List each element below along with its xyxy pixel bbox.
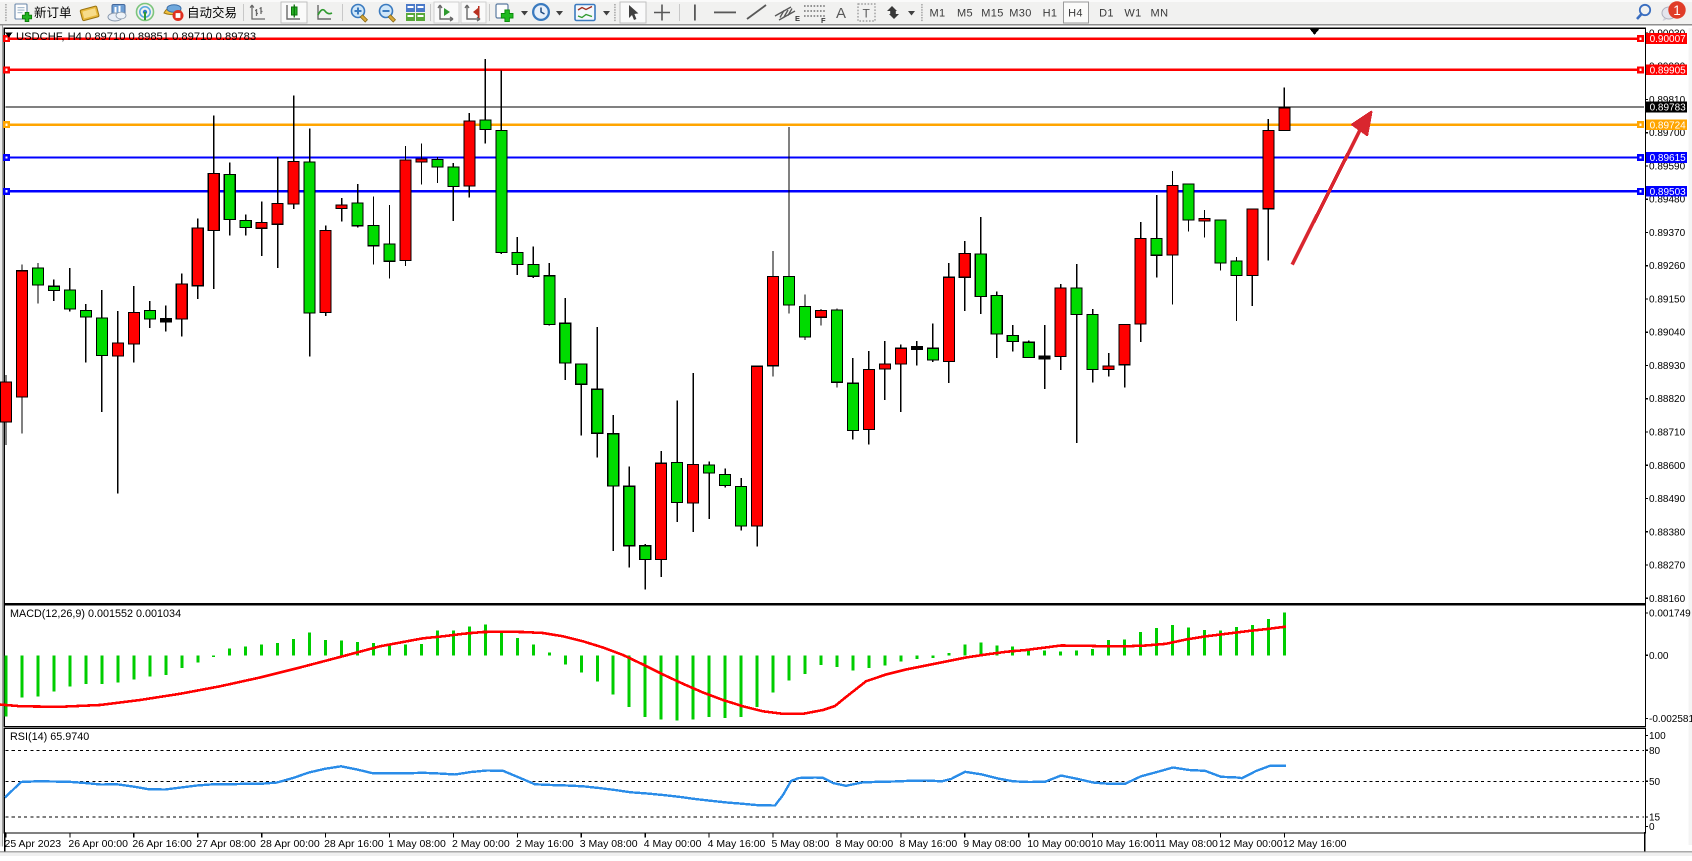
svg-text:12 May 00:00: 12 May 00:00 [1219,838,1283,850]
svg-text:MN: MN [1151,8,1169,20]
svg-text:H4: H4 [1068,8,1083,20]
svg-text:1 May 08:00: 1 May 08:00 [388,838,446,850]
svg-text:M30: M30 [1009,8,1032,20]
svg-text:0.90007: 0.90007 [1650,34,1687,45]
svg-text:28 Apr 00:00: 28 Apr 00:00 [260,838,320,850]
svg-text:H1: H1 [1043,8,1058,20]
svg-text:0.89150: 0.89150 [1649,294,1686,305]
svg-text:12 May 16:00: 12 May 16:00 [1283,838,1347,850]
svg-text:26 Apr 00:00: 26 Apr 00:00 [68,838,128,850]
svg-text:27 Apr 08:00: 27 Apr 08:00 [196,838,256,850]
svg-text:0.001749: 0.001749 [1649,609,1691,620]
svg-text:M5: M5 [957,8,973,20]
svg-text:2 May 00:00: 2 May 00:00 [452,838,510,850]
svg-text:0.88270: 0.88270 [1649,561,1686,572]
svg-text:0.00: 0.00 [1649,651,1669,662]
svg-text:8 May 00:00: 8 May 00:00 [835,838,893,850]
svg-text:4 May 00:00: 4 May 00:00 [644,838,702,850]
svg-text:4 May 16:00: 4 May 16:00 [708,838,766,850]
svg-text:0.88380: 0.88380 [1649,527,1686,538]
svg-text:0.89905: 0.89905 [1650,65,1687,76]
svg-text:自动交易: 自动交易 [187,5,237,20]
svg-text:0.89040: 0.89040 [1649,328,1686,339]
svg-text:W1: W1 [1124,8,1141,20]
svg-text:5 May 08:00: 5 May 08:00 [772,838,830,850]
svg-text:0.89260: 0.89260 [1649,261,1686,272]
svg-text:0.88930: 0.88930 [1649,361,1686,372]
svg-text:0.89615: 0.89615 [1650,153,1687,164]
svg-text:F: F [821,16,826,25]
svg-text:E: E [795,14,800,23]
svg-text:-0.002581: -0.002581 [1649,714,1692,725]
svg-text:T: T [863,7,871,21]
svg-text:9 May 08:00: 9 May 08:00 [963,838,1021,850]
svg-text:0.89783: 0.89783 [1650,103,1687,114]
svg-text:25 Apr 2023: 25 Apr 2023 [5,838,62,850]
svg-text:0.89724: 0.89724 [1650,120,1687,131]
svg-text:1: 1 [1673,3,1681,18]
svg-text:100: 100 [1649,731,1666,742]
svg-text:A: A [836,5,846,22]
svg-text:8 May 16:00: 8 May 16:00 [899,838,957,850]
svg-text:0.89370: 0.89370 [1649,228,1686,239]
svg-text:50: 50 [1649,777,1661,788]
svg-text:0.88820: 0.88820 [1649,394,1686,405]
svg-text:MACD(12,26,9) 0.001552 0.00103: MACD(12,26,9) 0.001552 0.001034 [10,608,181,620]
svg-text:M15: M15 [981,8,1004,20]
svg-text:0: 0 [1649,822,1655,833]
svg-text:新订单: 新订单 [34,5,72,20]
svg-text:2 May 16:00: 2 May 16:00 [516,838,574,850]
svg-text:0.88710: 0.88710 [1649,427,1686,438]
svg-text:M1: M1 [929,8,945,20]
svg-text:0.88160: 0.88160 [1649,594,1686,605]
svg-text:RSI(14) 65.9740: RSI(14) 65.9740 [10,731,89,743]
svg-text:11 May 08:00: 11 May 08:00 [1155,838,1218,850]
svg-text:10 May 16:00: 10 May 16:00 [1091,838,1155,850]
svg-text:0.88490: 0.88490 [1649,494,1686,505]
svg-text:0.89503: 0.89503 [1650,187,1687,198]
svg-text:USDCHF, H4 0.89710 0.89851 0.: USDCHF, H4 0.89710 0.89851 0.89710 0.897… [16,31,256,43]
svg-text:80: 80 [1649,746,1661,757]
svg-text:28 Apr 16:00: 28 Apr 16:00 [324,838,384,850]
svg-text:10 May 00:00: 10 May 00:00 [1027,838,1091,850]
svg-text:0.88600: 0.88600 [1649,461,1686,472]
svg-text:D1: D1 [1099,8,1114,20]
svg-text:3 May 08:00: 3 May 08:00 [580,838,638,850]
svg-text:26 Apr 16:00: 26 Apr 16:00 [132,838,192,850]
